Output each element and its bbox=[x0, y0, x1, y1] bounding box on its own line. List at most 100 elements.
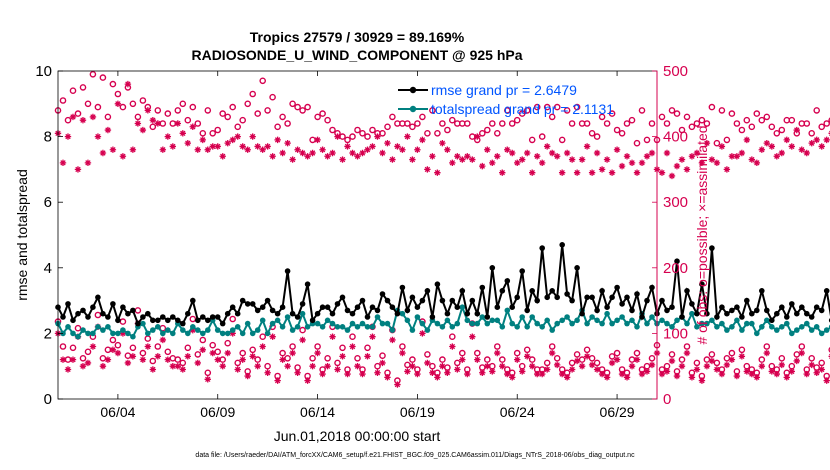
totalspread-point bbox=[254, 327, 261, 333]
obs-possible-marker bbox=[444, 126, 451, 134]
obs-assimilated-marker bbox=[179, 366, 186, 373]
obs-possible-marker bbox=[628, 116, 636, 124]
obs-possible-marker bbox=[129, 344, 137, 352]
rmse-point bbox=[564, 291, 570, 297]
obs-possible-marker bbox=[553, 103, 561, 111]
obs-assimilated-marker bbox=[389, 156, 396, 163]
totalspread-point bbox=[120, 327, 126, 333]
obs-possible-marker bbox=[279, 349, 286, 357]
obs-possible-marker bbox=[284, 354, 291, 362]
obs-possible-marker bbox=[543, 359, 551, 367]
totalspread-point bbox=[454, 320, 461, 327]
axes: 06/04 06/09 06/14 06/19 06/24 06/290246810010… bbox=[35, 63, 688, 420]
obs-possible-marker bbox=[119, 103, 127, 111]
obs-assimilated-marker bbox=[229, 136, 236, 144]
obs-assimilated-marker bbox=[768, 143, 776, 150]
rmse-point bbox=[494, 304, 501, 311]
totalspread-point bbox=[130, 333, 136, 340]
obs-possible-marker bbox=[548, 113, 556, 121]
y-axis-label-left: rmse and totalspread bbox=[14, 169, 30, 301]
rmse-point bbox=[634, 291, 640, 297]
obs-assimilated-marker bbox=[309, 149, 316, 157]
rmse-point bbox=[549, 288, 555, 294]
obs-assimilated-marker bbox=[509, 149, 516, 157]
rmse-point bbox=[734, 304, 740, 311]
rmse-point bbox=[659, 297, 665, 304]
totalspread-point bbox=[749, 320, 755, 327]
rmse-point bbox=[469, 297, 476, 304]
obs-assimilated-marker bbox=[214, 356, 221, 363]
obs-assimilated-marker bbox=[234, 366, 241, 373]
obs-assimilated-marker bbox=[578, 363, 586, 370]
obs-assimilated-marker bbox=[139, 126, 147, 134]
totalspread-series bbox=[55, 304, 830, 340]
obs-assimilated-marker bbox=[299, 336, 306, 344]
obs-possible-marker bbox=[658, 113, 666, 121]
rmse-point bbox=[190, 297, 196, 304]
obs-assimilated-marker bbox=[803, 370, 810, 378]
obs-assimilated-marker bbox=[59, 356, 67, 363]
obs-assimilated-marker bbox=[519, 156, 526, 163]
obs-possible-marker bbox=[124, 352, 132, 360]
rmse-point bbox=[284, 268, 291, 274]
obs-possible-marker bbox=[344, 136, 351, 144]
obs-assimilated-marker bbox=[454, 153, 461, 160]
obs-assimilated-marker bbox=[199, 346, 206, 353]
obs-possible-marker bbox=[99, 74, 107, 81]
totalspread-point bbox=[160, 330, 166, 337]
totalspread-point bbox=[594, 317, 600, 324]
obs-possible-marker bbox=[129, 100, 137, 108]
rmse-point bbox=[60, 314, 66, 320]
obs-possible-marker bbox=[379, 352, 386, 360]
rmse-point bbox=[289, 310, 296, 317]
obs-possible-marker bbox=[598, 113, 606, 121]
obs-possible-marker bbox=[349, 133, 356, 140]
obs-assimilated-marker bbox=[638, 159, 646, 167]
obs-assimilated-marker bbox=[813, 136, 820, 144]
obs-possible-marker bbox=[359, 129, 366, 137]
rmse-point bbox=[754, 307, 760, 314]
obs-possible-marker bbox=[84, 348, 92, 356]
obs-assimilated-marker bbox=[534, 153, 541, 160]
obs-assimilated-marker bbox=[449, 343, 456, 350]
obs-possible-marker bbox=[663, 120, 671, 127]
obs-possible-marker bbox=[369, 126, 376, 134]
obs-possible-marker bbox=[648, 354, 656, 362]
obs-possible-marker bbox=[548, 343, 556, 350]
obs-assimilated-marker bbox=[798, 349, 805, 357]
obs-assimilated-marker bbox=[479, 369, 486, 376]
legend-rmse-marker bbox=[409, 86, 417, 94]
rmse-point bbox=[259, 304, 266, 311]
rmse-point bbox=[100, 310, 106, 317]
obs-possible-marker bbox=[738, 346, 746, 354]
obs-assimilated-marker bbox=[823, 377, 830, 384]
obs-possible-marker bbox=[429, 107, 436, 114]
obs-possible-marker bbox=[74, 324, 82, 332]
rmse-point bbox=[85, 314, 91, 320]
totalspread-point bbox=[259, 317, 266, 324]
obs-assimilated-marker bbox=[514, 356, 521, 363]
obs-possible-marker bbox=[214, 348, 221, 356]
rmse-point bbox=[135, 320, 141, 327]
obs-possible-marker bbox=[204, 369, 212, 377]
totalspread-point bbox=[584, 320, 590, 327]
obs-assimilated-marker bbox=[259, 146, 266, 153]
obs-assimilated-marker bbox=[189, 326, 196, 334]
obs-possible-marker bbox=[204, 107, 212, 114]
obs-assimilated-marker bbox=[603, 156, 611, 163]
obs-possible-marker bbox=[234, 123, 241, 131]
obs-assimilated-marker bbox=[538, 159, 546, 167]
totalspread-point bbox=[709, 317, 715, 324]
x-tick-label: 06/19 bbox=[400, 404, 435, 420]
obs-assimilated-marker bbox=[543, 143, 551, 150]
obs-assimilated-marker bbox=[379, 359, 386, 367]
rmse-point bbox=[234, 310, 241, 317]
obs-assimilated-marker bbox=[788, 368, 795, 375]
rmse-point bbox=[808, 314, 815, 320]
obs-possible-marker bbox=[174, 107, 182, 114]
obs-assimilated-marker bbox=[279, 356, 286, 363]
totalspread-point bbox=[813, 324, 820, 330]
totalspread-point bbox=[474, 320, 481, 327]
rmse-point bbox=[534, 297, 540, 304]
obs-assimilated-marker bbox=[174, 120, 181, 127]
